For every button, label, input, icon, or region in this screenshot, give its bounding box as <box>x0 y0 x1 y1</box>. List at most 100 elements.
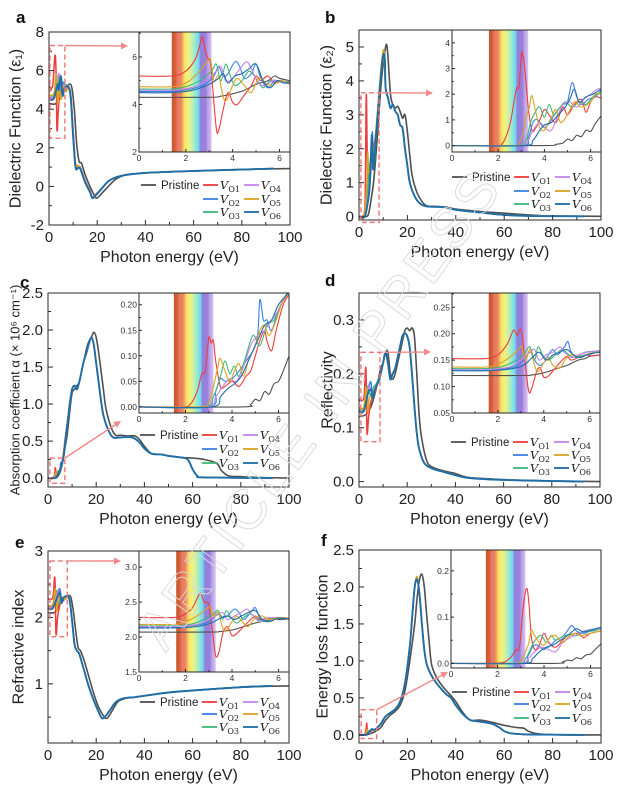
x-tick-label: 80 <box>232 747 249 764</box>
legend-entry-vo1: VO1 <box>203 178 240 194</box>
series-line-vo2 <box>139 606 289 628</box>
y-tick-label: 0.0 <box>437 658 449 668</box>
legend-label: VO1 <box>530 435 550 451</box>
legend-label: Pristine <box>472 172 510 184</box>
legend-label: VO5 <box>260 707 280 723</box>
y-tick-label: 0.15 <box>120 325 137 335</box>
series-line-pristine <box>359 573 601 736</box>
legend-label: VO4 <box>260 695 280 711</box>
series-lines <box>451 587 601 665</box>
legend-label-main: Pristine <box>472 172 510 184</box>
series-line-vo5 <box>452 93 601 147</box>
legend-label: VO2 <box>531 697 551 713</box>
arrow-shaft <box>64 424 116 459</box>
legend-label-subscript: O4 <box>579 442 591 451</box>
legend-label-main: V <box>531 711 541 725</box>
series-line-vo6 <box>451 626 601 665</box>
inset-frame <box>138 292 290 414</box>
arrow-head <box>114 557 121 565</box>
legend-entry-vo5: VO5 <box>243 442 280 458</box>
legend-label-main: V <box>572 685 582 699</box>
x-tick-label: 0 <box>355 747 363 764</box>
legend-entry-pristine: Pristine <box>141 180 199 192</box>
panel-label: b <box>325 8 335 27</box>
x-tick-label: 2 <box>496 153 501 163</box>
legend-label-main: V <box>530 461 540 475</box>
y-tick-label: 2 <box>35 609 43 626</box>
legend-label-main: V <box>220 205 230 219</box>
legend-label-subscript: O5 <box>580 191 592 200</box>
legend-label-subscript: O6 <box>580 718 592 727</box>
x-tick-label: 0 <box>449 669 454 679</box>
legend-entry-vo4: VO4 <box>554 435 591 451</box>
inset-plot: 0 2 4 6 0.0 0.1 0.2 <box>437 549 602 679</box>
legend-label-subscript: O3 <box>227 463 239 472</box>
x-tick-label: 4 <box>541 414 546 424</box>
axis-ticks <box>451 293 591 414</box>
legend-label: VO1 <box>220 178 240 194</box>
legend-label-subscript: O2 <box>228 199 240 208</box>
legend-entry-vo5: VO5 <box>243 707 280 723</box>
series-line-vo5 <box>139 293 289 408</box>
x-tick-label: 2 <box>496 414 501 424</box>
arrow-head <box>113 421 121 428</box>
y-tick-label: 0.25 <box>433 302 450 312</box>
x-tick-label: 0 <box>44 491 52 508</box>
y-tick-label: 1.5 <box>333 616 354 633</box>
zoom-region-box <box>49 560 68 638</box>
legend-label: VO1 <box>531 170 551 186</box>
axis-ticks <box>138 566 280 673</box>
legend-entry-vo3: VO3 <box>203 205 240 221</box>
y-tick-label: 0.0 <box>333 474 354 491</box>
legend-label-main: V <box>260 456 270 470</box>
legend-label: VO3 <box>531 711 551 727</box>
x-tick-label: 4 <box>230 153 235 163</box>
legend-entry-vo1: VO1 <box>513 435 550 451</box>
series-line-vo6 <box>48 336 274 480</box>
visible-spectrum-band <box>176 551 216 672</box>
x-tick-label: 4 <box>230 673 235 683</box>
legend-entry-vo3: VO3 <box>202 456 239 472</box>
y-tick-label: 0.20 <box>433 329 450 339</box>
legend-label-main: V <box>571 435 581 449</box>
legend-label-subscript: O4 <box>580 177 592 186</box>
legend-label-main: V <box>572 697 582 711</box>
x-tick-label: 2 <box>495 669 500 679</box>
legend-label-subscript: O5 <box>269 199 281 208</box>
series-lines <box>452 328 600 394</box>
y-tick-label: 1.0 <box>333 653 354 670</box>
zoom-arrow <box>379 89 433 97</box>
legend-entry-vo5: VO5 <box>555 697 592 713</box>
legend-label-main: V <box>260 707 270 721</box>
legend-label-subscript: O3 <box>228 212 240 221</box>
legend-label-subscript: O1 <box>539 692 551 701</box>
legend-label: Pristine <box>471 437 509 449</box>
inset-plot: 0 2 4 6 0.00 0.05 0.10 0.15 0.20 <box>120 292 290 424</box>
series-line-pristine <box>139 355 289 408</box>
zoom-region-box <box>360 92 380 224</box>
x-tick-label: 0 <box>45 229 53 246</box>
legend-entry-vo6: VO6 <box>555 197 592 213</box>
legend-label-subscript: O4 <box>268 435 280 444</box>
legend-label: Pristine <box>472 687 510 699</box>
legend-label-subscript: O6 <box>268 727 280 736</box>
x-tick-label: 60 <box>184 747 201 764</box>
legend-label-subscript: O1 <box>227 702 239 711</box>
y-tick-label: 0 <box>346 209 354 226</box>
x-tick-label: 100 <box>588 747 613 764</box>
series-line-vo6 <box>359 578 586 737</box>
legend-label: VO5 <box>572 697 592 713</box>
legend-label: Pristine <box>160 430 198 442</box>
panel-f: f 0 20 40 60 80 100 0.0 0.5 1.0 1.5 2.0 2.5 0 2 4 6 0.0 0.… <box>315 531 614 784</box>
zoom-arrow <box>379 348 431 356</box>
panel-e: e 0 20 40 60 80 100 1 2 3 0 2 4 6 1.5 2.0 2.5 3.0 Photon e… <box>11 533 302 784</box>
inset-frame <box>450 549 602 669</box>
legend-label: VO5 <box>260 442 280 458</box>
